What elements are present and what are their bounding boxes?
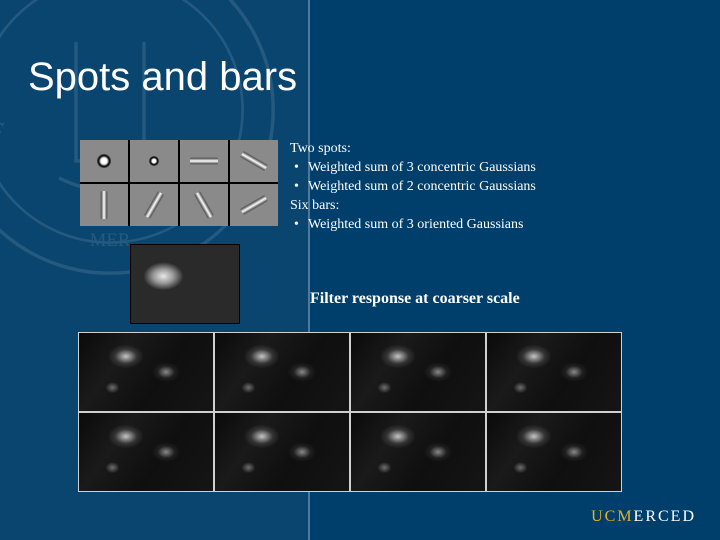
response-cell — [351, 333, 485, 411]
filter-bar-0 — [180, 140, 228, 182]
desc-heading-spots: Two spots: — [290, 140, 536, 159]
ucmerced-logo: UCMERCED — [591, 508, 696, 526]
input-image-butterfly — [130, 244, 240, 324]
desc-heading-bars: Six bars: — [290, 197, 536, 216]
response-cell — [215, 333, 349, 411]
filter-bank-grid — [80, 140, 278, 226]
logo-initial: M — [617, 508, 633, 525]
slide-title: Spots and bars — [28, 55, 297, 100]
logo-prefix: UC — [591, 508, 617, 525]
filter-bar-60 — [180, 184, 228, 226]
response-cell — [487, 413, 621, 491]
filter-description: Two spots: Weighted sum of 3 concentric … — [290, 140, 536, 234]
filter-bar-90 — [80, 184, 128, 226]
filter-response-grid — [78, 332, 622, 492]
response-cell — [79, 413, 213, 491]
filter-bar-150 — [230, 184, 278, 226]
filter-spot-large — [80, 140, 128, 182]
response-cell — [215, 413, 349, 491]
desc-bullet: Weighted sum of 2 concentric Gaussians — [290, 178, 536, 197]
response-section-label: Filter response at coarser scale — [310, 290, 520, 308]
desc-bullet: Weighted sum of 3 oriented Gaussians — [290, 216, 536, 235]
logo-rest: ERCED — [634, 508, 696, 525]
response-cell — [487, 333, 621, 411]
desc-bullet: Weighted sum of 3 concentric Gaussians — [290, 159, 536, 178]
response-cell — [351, 413, 485, 491]
filter-bar-30 — [230, 140, 278, 182]
filter-bar-120 — [130, 184, 178, 226]
response-cell — [79, 333, 213, 411]
filter-spot-small — [130, 140, 178, 182]
